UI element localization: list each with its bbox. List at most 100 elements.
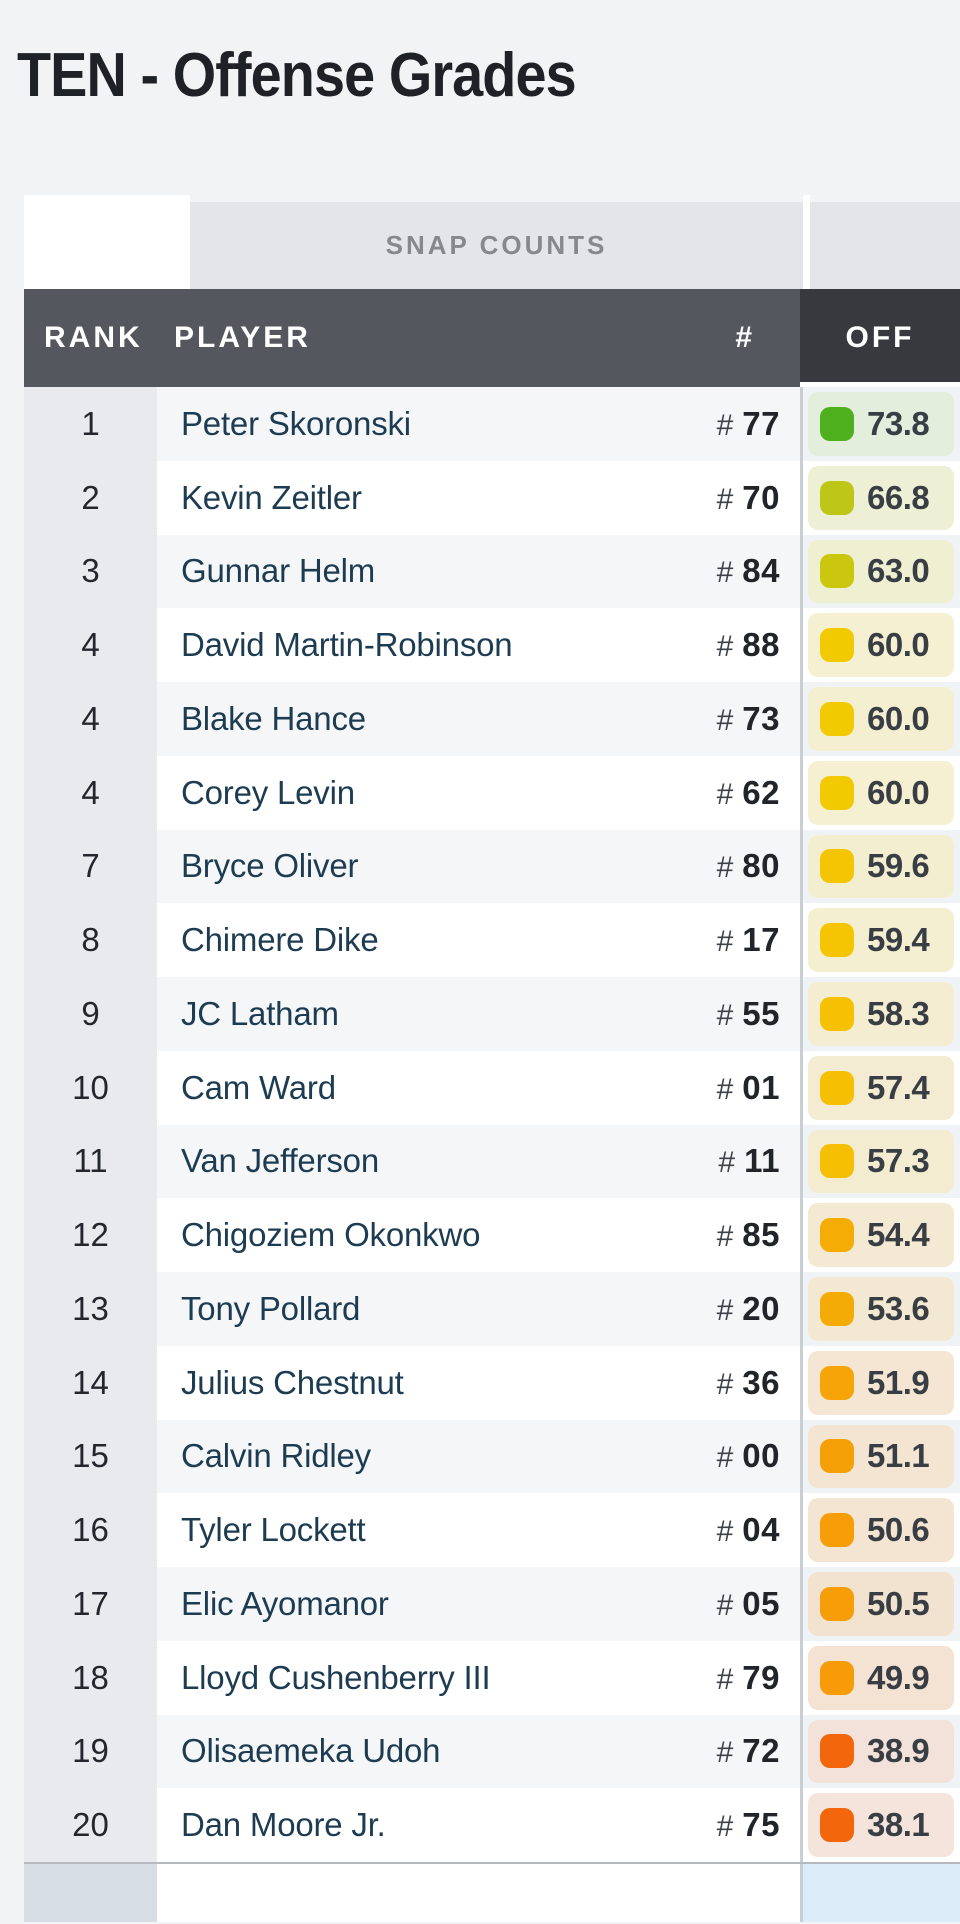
table-row[interactable]: 8 Chimere Dike # 17 59.4: [24, 903, 960, 977]
rank-cell: 8: [24, 903, 157, 977]
off-grade-pill: 38.9: [808, 1719, 954, 1784]
off-grade-pill: 49.9: [808, 1645, 954, 1710]
player-name[interactable]: Lloyd Cushenberry III: [181, 1658, 491, 1696]
footer-player-cell: [157, 1864, 800, 1922]
jersey-prefix: #: [716, 1662, 734, 1696]
jersey-prefix: #: [716, 1220, 734, 1254]
group-header-band: SNAP COUNTS: [24, 195, 960, 289]
player-name[interactable]: Calvin Ridley: [181, 1437, 371, 1475]
sort-indicator: [800, 382, 960, 387]
rank-cell: 10: [24, 1050, 157, 1125]
jersey-prefix: #: [716, 777, 734, 811]
player-name[interactable]: Elic Ayomanor: [181, 1584, 389, 1622]
jersey-number: # 00: [717, 1437, 780, 1475]
jersey-header-label[interactable]: #: [735, 321, 755, 354]
player-name[interactable]: Blake Hance: [181, 699, 366, 737]
off-grade-value: 49.9: [867, 1658, 930, 1696]
player-name[interactable]: Dan Moore Jr.: [181, 1806, 386, 1844]
rank-cell: 7: [24, 829, 157, 904]
jersey-prefix: #: [716, 1736, 734, 1770]
off-grade-pill: 53.6: [808, 1277, 954, 1341]
table-row[interactable]: 11 Van Jefferson # 11 57.3: [24, 1124, 960, 1199]
table-row[interactable]: 15 Calvin Ridley # 00 51.1: [24, 1419, 960, 1494]
off-grade-pill: 57.3: [808, 1129, 954, 1194]
table-row[interactable]: 12 Chigoziem Okonkwo # 85 54.4: [24, 1198, 960, 1272]
off-grade-value: 58.3: [867, 994, 930, 1032]
off-grade-cell: 50.6: [800, 1493, 960, 1567]
jersey-value: 84: [742, 552, 780, 590]
player-name[interactable]: Gunnar Helm: [181, 552, 376, 590]
table-row[interactable]: 1 Peter Skoronski # 77 73.8: [24, 387, 960, 461]
jersey-value: 72: [742, 1732, 780, 1770]
player-name[interactable]: Kevin Zeitler: [181, 478, 362, 516]
table-row[interactable]: 20 Dan Moore Jr. # 75 38.1: [24, 1788, 960, 1862]
off-grade-value: 57.4: [867, 1068, 930, 1106]
grade-color-chip: [820, 923, 854, 958]
off-grade-cell: 49.9: [800, 1640, 960, 1715]
table-row[interactable]: 4 Blake Hance # 73 60.0: [24, 682, 960, 756]
rank-column-header[interactable]: RANK: [24, 289, 157, 387]
table-header-row: RANK PLAYER # OFF: [24, 289, 960, 387]
rank-cell: 15: [24, 1419, 157, 1494]
player-name[interactable]: Olisaemeka Udoh: [181, 1732, 441, 1770]
off-grade-pill: 73.8: [808, 392, 954, 456]
player-name[interactable]: Chigoziem Okonkwo: [181, 1216, 481, 1254]
jersey-prefix: #: [716, 851, 734, 885]
player-cell: Calvin Ridley # 00: [157, 1419, 800, 1494]
player-name[interactable]: Van Jefferson: [181, 1142, 379, 1180]
table-footer-row: [24, 1862, 960, 1922]
table-row[interactable]: 4 David Martin-Robinson # 88 60.0: [24, 608, 960, 682]
grade-color-chip: [820, 996, 854, 1031]
player-name[interactable]: Peter Skoronski: [181, 404, 411, 442]
player-cell: Kevin Zeitler # 70: [157, 460, 800, 535]
off-grade-value: 54.4: [867, 1216, 930, 1254]
player-cell: Chigoziem Okonkwo # 85: [157, 1198, 800, 1272]
off-grade-cell: 60.0: [800, 755, 960, 830]
jersey-prefix: #: [716, 1441, 734, 1475]
table-row[interactable]: 9 JC Latham # 55 58.3: [24, 977, 960, 1051]
table-row[interactable]: 13 Tony Pollard # 20 53.6: [24, 1272, 960, 1346]
off-column-header[interactable]: OFF: [800, 289, 960, 387]
player-name[interactable]: Julius Chestnut: [181, 1363, 404, 1401]
player-name[interactable]: Bryce Oliver: [181, 847, 359, 885]
table-row[interactable]: 4 Corey Levin # 62 60.0: [24, 755, 960, 830]
off-grade-value: 51.1: [867, 1437, 930, 1475]
jersey-prefix: #: [716, 1515, 734, 1549]
jersey-prefix: #: [716, 1072, 734, 1106]
group-header-gap: [803, 195, 810, 289]
jersey-value: 73: [742, 699, 780, 737]
grade-color-chip: [820, 1291, 854, 1326]
player-name[interactable]: Tony Pollard: [181, 1289, 361, 1327]
grade-color-chip: [820, 1439, 854, 1474]
jersey-number: # 72: [717, 1732, 780, 1770]
table-row[interactable]: 10 Cam Ward # 01 57.4: [24, 1050, 960, 1125]
player-cell: Cam Ward # 01: [157, 1050, 800, 1125]
player-name[interactable]: Corey Levin: [181, 773, 355, 811]
player-header-label: PLAYER: [174, 321, 311, 354]
off-grade-pill: 60.0: [808, 613, 954, 677]
off-grade-pill: 60.0: [808, 760, 954, 825]
rank-cell: 13: [24, 1272, 157, 1346]
table-row[interactable]: 14 Julius Chestnut # 36 51.9: [24, 1345, 960, 1420]
table-row[interactable]: 2 Kevin Zeitler # 70 66.8: [24, 460, 960, 535]
table-row[interactable]: 7 Bryce Oliver # 80 59.6: [24, 829, 960, 904]
off-grade-value: 51.9: [867, 1363, 930, 1401]
player-name[interactable]: David Martin-Robinson: [181, 626, 513, 664]
table-row[interactable]: 17 Elic Ayomanor # 05 50.5: [24, 1567, 960, 1641]
jersey-number: # 79: [717, 1659, 780, 1697]
player-name[interactable]: JC Latham: [181, 994, 339, 1032]
jersey-value: 11: [744, 1142, 780, 1180]
table-row[interactable]: 18 Lloyd Cushenberry III # 79 49.9: [24, 1640, 960, 1715]
player-name[interactable]: Cam Ward: [181, 1068, 336, 1106]
table-row[interactable]: 16 Tyler Lockett # 04 50.6: [24, 1493, 960, 1567]
jersey-value: 85: [742, 1216, 780, 1254]
rank-cell: 2: [24, 460, 157, 535]
player-column-header[interactable]: PLAYER #: [157, 289, 800, 387]
table-row[interactable]: 3 Gunnar Helm # 84 63.0: [24, 534, 960, 609]
off-grade-pill: 38.1: [808, 1793, 954, 1857]
player-name[interactable]: Tyler Lockett: [181, 1511, 366, 1549]
rank-cell: 4: [24, 755, 157, 830]
player-name[interactable]: Chimere Dike: [181, 921, 379, 959]
table-row[interactable]: 19 Olisaemeka Udoh # 72 38.9: [24, 1714, 960, 1789]
jersey-prefix: #: [716, 998, 734, 1032]
